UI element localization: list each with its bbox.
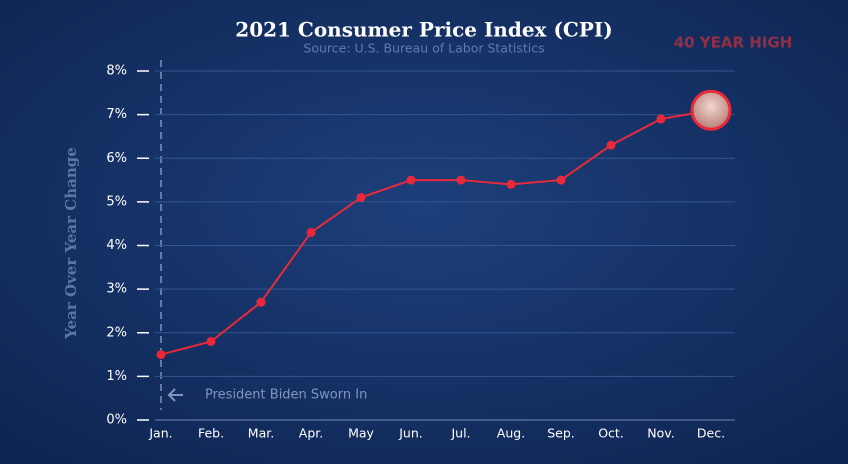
point — [206, 336, 216, 346]
y-tick-label: 3% — [106, 282, 127, 297]
point — [606, 140, 616, 150]
y-tick-label: 4% — [106, 238, 127, 253]
x-tick-label: Jul. — [450, 426, 470, 441]
portrait-marker — [690, 89, 732, 131]
arrow — [167, 388, 183, 402]
y-tick-label: 5% — [106, 194, 127, 209]
y-tick-label: 7% — [106, 107, 127, 122]
grid: 0% 1% 2% 3% 4% 5% 6% 7% 8% Jan. Feb. Mar. Apr. May Jun… — [106, 64, 735, 441]
point — [356, 193, 366, 203]
point — [456, 175, 466, 185]
x-tick-label: Feb. — [198, 426, 224, 441]
x-tick-label: May — [348, 426, 374, 441]
annotation: President Biden Sworn In — [205, 388, 367, 403]
x-tick-label: Mar. — [248, 426, 274, 441]
y-tick-label: 0% — [106, 413, 127, 428]
annotation: 40 YEAR HIGH — [674, 34, 793, 52]
point — [406, 175, 416, 185]
point — [256, 297, 266, 307]
point — [556, 175, 566, 185]
point — [506, 179, 516, 189]
point — [306, 227, 316, 237]
point — [656, 114, 666, 124]
y-tick-label: 1% — [106, 369, 127, 384]
y-axis-label: Year Over Year Change — [62, 147, 80, 340]
line — [160, 109, 712, 356]
x-tick-label: Oct. — [598, 426, 624, 441]
x-tick-label: Dec. — [697, 426, 725, 441]
chart-title: 2021 Consumer Price Index (CPI) — [235, 18, 612, 42]
y-tick-label: 6% — [106, 151, 127, 166]
x-tick-label: Jan. — [148, 426, 172, 441]
point — [156, 350, 166, 360]
x-tick-label: Apr. — [299, 426, 323, 441]
marks — [156, 89, 732, 360]
x-tick-label: Sep. — [547, 426, 575, 441]
x-tick-label: Jun. — [398, 426, 423, 441]
y-tick-label: 8% — [106, 64, 127, 79]
chart-subtitle: Source: U.S. Bureau of Labor Statistics — [303, 41, 544, 56]
x-tick-label: Nov. — [647, 426, 674, 441]
x-tick-label: Aug. — [497, 426, 525, 441]
y-tick-label: 2% — [106, 325, 127, 340]
